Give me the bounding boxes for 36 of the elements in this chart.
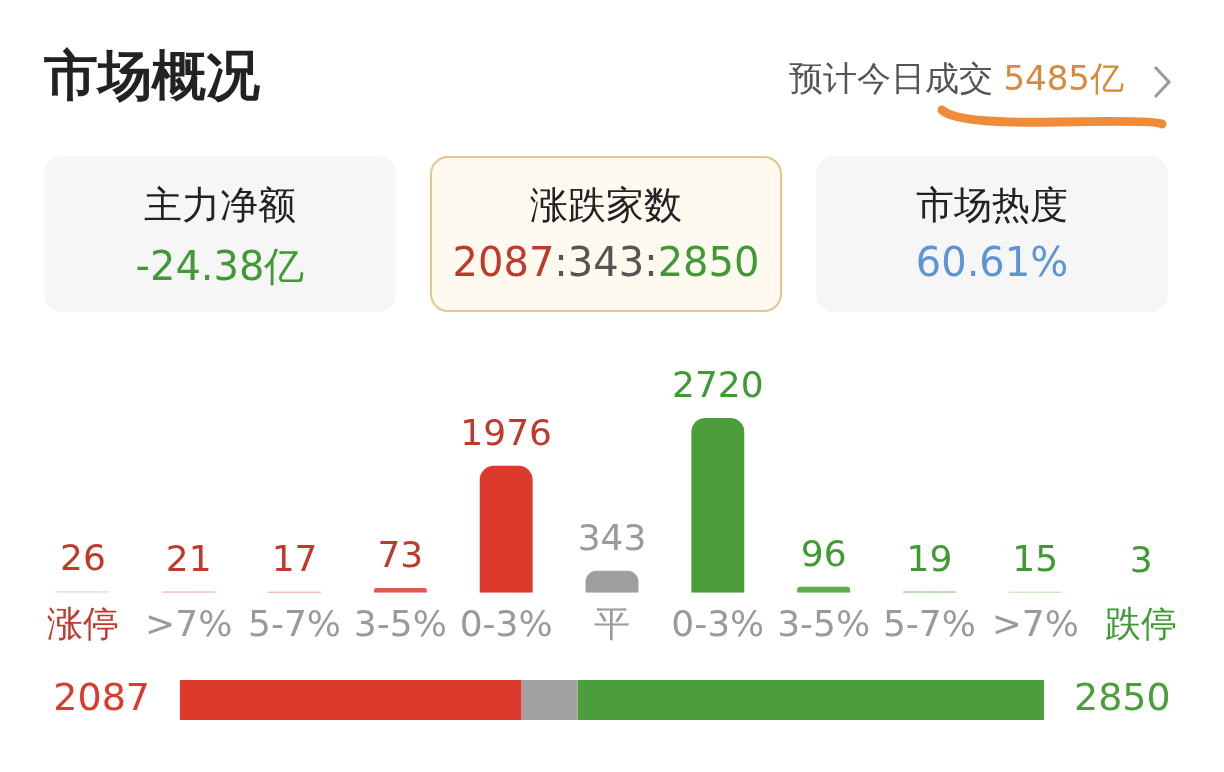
- text: 预计今日成交: [788, 58, 993, 98]
- data-label: 343: [577, 517, 647, 559]
- data-label: 2087: [53, 674, 150, 719]
- text: -24.38亿: [135, 243, 305, 289]
- text: 市场热度: [915, 182, 1069, 229]
- data-label: 1976: [460, 412, 552, 454]
- x-tick-label: >7%: [991, 602, 1079, 644]
- x-tick-label: 3-5%: [777, 602, 871, 644]
- bar: [479, 465, 533, 593]
- data-label: 19: [906, 537, 953, 579]
- x-tick-label: 跌停: [1105, 602, 1178, 644]
- x-tick-label: 5-7%: [882, 602, 976, 644]
- text: 60.61%: [915, 239, 1069, 285]
- data-label: 73: [377, 534, 424, 576]
- data-label: 15: [1012, 538, 1059, 580]
- text: 涨跌家数: [529, 182, 683, 229]
- data-label: 17: [271, 538, 318, 580]
- data-label: 2850: [1074, 674, 1171, 719]
- bar: [585, 570, 639, 593]
- x-tick-label: 0-3%: [671, 602, 765, 644]
- bar: [691, 418, 745, 593]
- data-label: 96: [800, 532, 847, 574]
- data-label: 2720: [672, 364, 764, 406]
- text: 2087:343:2850: [452, 239, 760, 285]
- x-tick-label: 涨停: [46, 602, 119, 644]
- text: 主力净额: [143, 182, 297, 229]
- data-label: 3: [1129, 538, 1153, 580]
- x-tick-label: 3-5%: [353, 602, 447, 644]
- data-label: 21: [165, 537, 212, 579]
- text: 市场概况: [44, 43, 260, 109]
- x-tick-label: >7%: [145, 602, 233, 644]
- x-tick-label: 平: [594, 602, 630, 644]
- x-tick-label: 0-3%: [459, 602, 553, 644]
- x-tick-label: 5-7%: [248, 602, 342, 644]
- data-label: 26: [60, 537, 106, 579]
- text: 5485亿: [1003, 58, 1124, 98]
